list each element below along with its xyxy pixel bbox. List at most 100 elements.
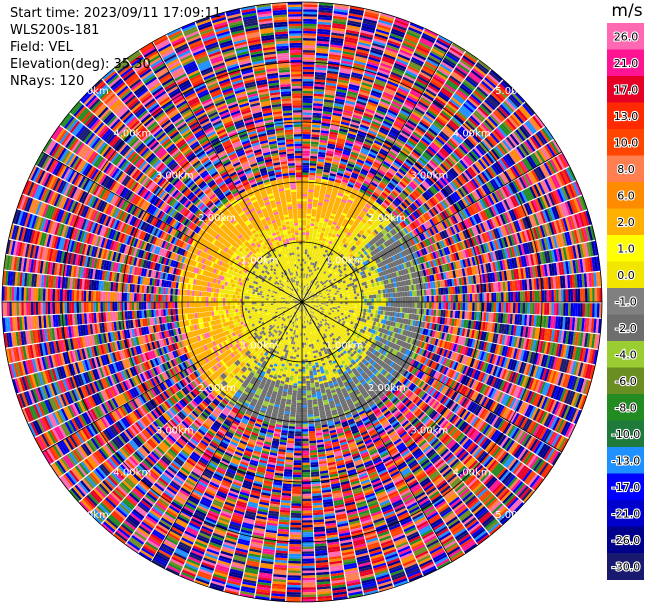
velocity-gate (346, 268, 351, 272)
velocity-gate (323, 285, 327, 288)
velocity-gate (524, 279, 528, 291)
velocity-gate (302, 249, 305, 252)
velocity-gate (576, 213, 583, 228)
velocity-gate (406, 273, 410, 280)
velocity-gate (323, 290, 327, 293)
velocity-gate (302, 76, 314, 80)
velocity-gate (548, 176, 557, 190)
velocity-gate (513, 269, 517, 280)
velocity-gate (406, 285, 410, 291)
velocity-gate (529, 241, 535, 254)
velocity-gate (486, 208, 493, 218)
velocity-gate (289, 47, 302, 51)
velocity-gate (381, 243, 387, 249)
velocity-gate (416, 290, 420, 296)
velocity-gate (479, 199, 486, 210)
velocity-gate (330, 288, 334, 291)
velocity-gate (342, 271, 347, 275)
velocity-gate (497, 202, 504, 214)
velocity-gate (351, 276, 355, 280)
velocity-gate (434, 233, 441, 242)
velocity-gate (292, 100, 302, 103)
velocity-gate (331, 290, 334, 293)
velocity-gate (407, 279, 411, 286)
velocity-gate (416, 235, 422, 243)
velocity-gate (290, 225, 295, 229)
velocity-gate (466, 285, 470, 294)
velocity-gate (337, 285, 341, 289)
velocity-gate (367, 287, 371, 292)
velocity-gate (462, 209, 469, 219)
velocity-gate (513, 221, 519, 233)
velocity-gate (489, 166, 498, 177)
velocity-gate (302, 78, 314, 82)
velocity-gate (569, 245, 575, 260)
velocity-gate (468, 247, 474, 257)
velocity-gate (341, 283, 345, 287)
velocity-gate (340, 297, 343, 300)
velocity-gate (383, 293, 386, 298)
velocity-gate (538, 148, 548, 162)
velocity-gate (333, 278, 337, 282)
velocity-gate (576, 244, 582, 259)
velocity-gate (438, 265, 443, 273)
velocity-gate (385, 240, 391, 246)
velocity-gate (400, 263, 405, 270)
velocity-gate (551, 249, 556, 263)
velocity-gate (507, 197, 515, 209)
velocity-gate (364, 260, 369, 265)
velocity-gate (445, 295, 449, 302)
velocity-gate (354, 293, 357, 297)
velocity-gate (354, 299, 358, 302)
velocity-gate (422, 231, 429, 239)
velocity-gate (457, 200, 465, 210)
velocity-gate (302, 160, 310, 163)
velocity-gate (302, 244, 305, 247)
velocity-gate (572, 260, 577, 274)
velocity-gate (445, 208, 452, 217)
velocity-gate (302, 153, 310, 156)
velocity-gate (292, 95, 302, 99)
velocity-gate (291, 81, 302, 84)
velocity-gate (466, 267, 471, 276)
velocity-gate (404, 242, 409, 249)
velocity-gate (546, 290, 550, 302)
velocity-gate (471, 191, 479, 202)
velocity-gate (290, 191, 297, 195)
velocity-gate (302, 210, 307, 214)
velocity-gate (387, 278, 392, 284)
velocity-gate (380, 293, 384, 298)
velocity-gate (510, 222, 517, 233)
velocity-gate (406, 233, 413, 240)
velocity-gate (298, 232, 302, 235)
velocity-gate (309, 167, 316, 171)
velocity-gate (554, 173, 563, 187)
velocity-gate (302, 74, 314, 77)
velocity-gate (302, 114, 312, 118)
velocity-gate (351, 282, 355, 286)
velocity-gate (383, 280, 387, 285)
velocity-gate (302, 189, 308, 192)
velocity-gate (425, 246, 430, 254)
velocity-gate (372, 270, 376, 275)
velocity-gate (499, 201, 506, 213)
velocity-gate (452, 253, 458, 261)
velocity-gate (293, 131, 302, 135)
velocity-gate (306, 299, 309, 301)
velocity-gate (318, 287, 322, 290)
velocity-gate (392, 292, 396, 298)
velocity-gate (520, 190, 528, 203)
velocity-gate (324, 293, 328, 296)
velocity-gate (548, 142, 558, 156)
velocity-gate (520, 160, 529, 173)
velocity-gate (407, 291, 410, 297)
velocity-gate (537, 225, 544, 238)
velocity-gate (462, 259, 467, 268)
velocity-gate (434, 258, 439, 266)
velocity-gate (524, 157, 533, 170)
velocity-gate (331, 284, 335, 287)
velocity-gate (306, 222, 311, 226)
velocity-gate (534, 265, 539, 278)
velocity-gate (398, 258, 403, 265)
velocity-gate (347, 286, 351, 290)
